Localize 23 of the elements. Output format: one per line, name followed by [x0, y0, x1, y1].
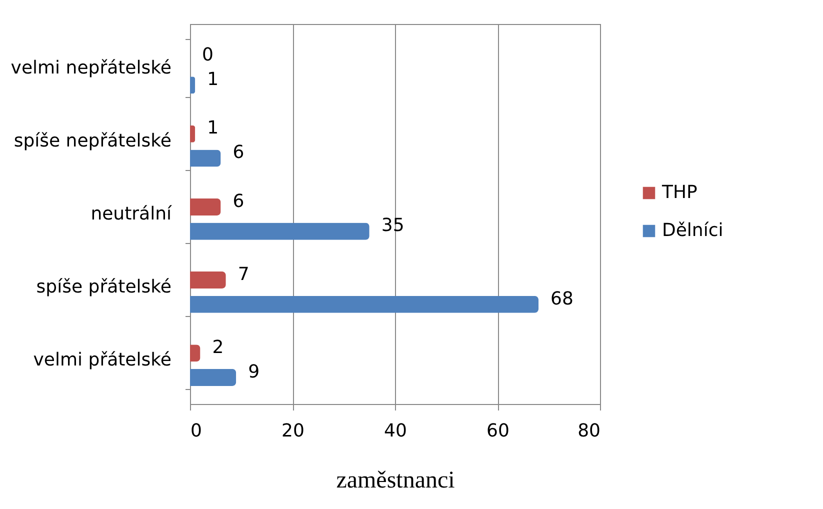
data-label: 9: [248, 361, 260, 382]
data-label: 6: [232, 190, 244, 212]
data-label: 1: [207, 69, 219, 90]
y-tick-label: spíše nepřátelské: [14, 130, 172, 152]
data-label: 7: [238, 264, 250, 285]
data-label: 35: [381, 215, 404, 236]
data-label: 68: [550, 288, 574, 310]
y-tick-label: neutrální: [90, 204, 172, 224]
y-tick-label: velmi přátelské: [33, 350, 172, 371]
x-tick-label: 20: [282, 420, 304, 442]
x-tick-label: 40: [384, 420, 407, 442]
data-label: 1: [207, 118, 219, 139]
data-label: 0: [202, 44, 214, 66]
data-label: 2: [212, 336, 224, 358]
x-axis-title: zaměstnanci: [336, 468, 456, 494]
legend-label: THP: [661, 182, 698, 203]
x-tick-label: 0: [190, 420, 202, 442]
x-tick-label: 80: [578, 420, 600, 442]
y-tick-label: spíše přátelské: [36, 276, 172, 298]
legend-label: Dělníci: [662, 220, 724, 241]
data-label: 6: [232, 142, 244, 164]
x-tick-label: 60: [486, 420, 510, 442]
y-tick-label: velmi nepřátelské: [10, 57, 172, 78]
